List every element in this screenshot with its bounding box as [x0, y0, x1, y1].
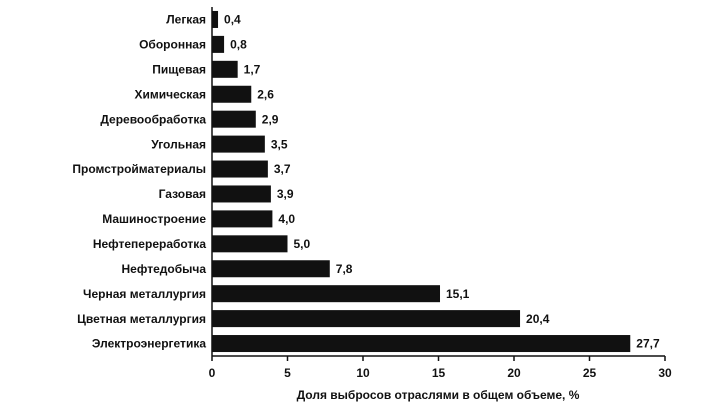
bar	[212, 235, 288, 253]
x-tick-label: 15	[432, 366, 446, 380]
x-tick-label: 20	[507, 366, 521, 380]
value-label: 3,5	[271, 137, 288, 151]
x-tick-label: 5	[284, 366, 291, 380]
bar	[212, 160, 268, 178]
y-tick-label: Промстройматериалы	[72, 162, 206, 176]
bar	[212, 110, 256, 128]
y-tick-label: Оборонная	[139, 38, 206, 52]
value-label: 27,7	[636, 337, 660, 351]
value-label: 4,0	[278, 212, 295, 226]
y-tick-label: Угольная	[151, 137, 206, 151]
value-label: 2,6	[257, 87, 274, 101]
bar	[212, 260, 330, 278]
x-tick-label: 0	[209, 366, 216, 380]
y-tick-label: Машиностроение	[102, 212, 206, 226]
bar	[212, 335, 631, 353]
bar	[212, 10, 219, 28]
y-tick-label: Деревообработка	[100, 112, 206, 126]
value-label: 3,9	[277, 187, 294, 201]
bar	[212, 60, 238, 78]
value-label: 3,7	[274, 162, 291, 176]
value-label: 1,7	[244, 62, 261, 76]
x-tick-label: 30	[658, 366, 672, 380]
y-tick-label: Электроэнергетика	[92, 337, 206, 351]
y-tick-label: Легкая	[166, 13, 206, 27]
value-label: 15,1	[446, 287, 470, 301]
value-label: 20,4	[526, 312, 550, 326]
y-tick-label: Нефтедобыча	[122, 262, 207, 276]
x-tick-label: 25	[583, 366, 597, 380]
value-label: 2,9	[262, 112, 279, 126]
bar	[212, 210, 273, 228]
value-label: 0,4	[224, 13, 241, 27]
y-tick-label: Нефтепереработка	[93, 237, 206, 251]
y-tick-label: Химическая	[135, 87, 206, 101]
bar	[212, 35, 225, 53]
x-axis-label: Доля выбросов отраслями в общем объеме, …	[297, 388, 580, 402]
bar	[212, 285, 441, 303]
y-tick-label: Черная металлургия	[83, 287, 206, 301]
bar	[212, 135, 265, 153]
y-tick-label: Цветная металлургия	[77, 312, 206, 326]
value-label: 0,8	[230, 38, 247, 52]
y-tick-label: Газовая	[159, 187, 206, 201]
x-tick-label: 10	[356, 366, 370, 380]
value-label: 7,8	[336, 262, 353, 276]
bar	[212, 310, 521, 328]
value-label: 5,0	[294, 237, 311, 251]
bar	[212, 85, 252, 103]
bar	[212, 185, 271, 203]
y-tick-label: Пищевая	[152, 62, 206, 76]
